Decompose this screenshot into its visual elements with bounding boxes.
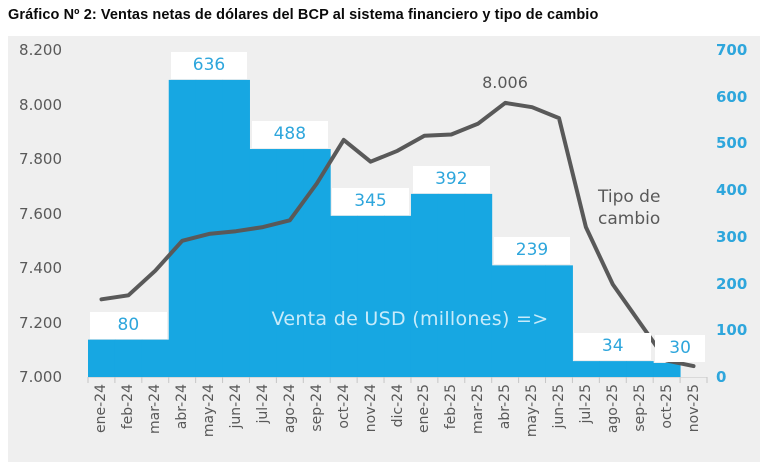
x-axis-label-may-25: may-25 [524,384,541,438]
bar-may-24 [195,79,224,378]
left-axis-tick-label: 8.200 [19,41,62,59]
x-axis-label-jun-25: jun-25 [550,384,567,429]
bar-jun-25 [545,265,573,377]
x-axis-label-jul-25: jul-25 [577,384,594,424]
line-series-label-line2: cambio [598,209,661,229]
x-axis-label-mar-25: mar-25 [470,384,487,434]
bar-nov-24 [357,215,385,377]
bar-value-label: 80 [90,311,167,339]
x-axis-label-sep-25: sep-25 [631,384,648,432]
right-axis-tick-label: 100 [716,321,748,340]
bar-value-label: 34 [574,333,652,361]
x-axis-label-ene-24: ene-24 [93,384,110,433]
bar-oct-24 [330,215,358,377]
x-axis-label-feb-25: feb-25 [443,384,460,430]
bar-oct-25 [653,362,681,377]
left-axis-tick-label: 8.000 [19,95,62,114]
x-axis-label-feb-24: feb-24 [120,384,137,430]
left-axis-tick-label: 7.200 [19,313,62,332]
right-axis-tick-label: 600 [716,87,748,106]
x-axis-label-nov-24: nov-24 [362,384,379,433]
left-axis-tick-label: 7.600 [19,204,62,223]
x-axis-label-jul-24: jul-24 [254,384,271,424]
bar-ene-24 [88,339,116,377]
left-axis-tick-label: 7.400 [19,259,62,277]
bar-jul-25 [572,361,600,377]
left-axis-tick-label: 7.800 [19,150,62,168]
bar-abr-25 [491,265,520,377]
x-axis-label-oct-24: oct-24 [335,384,352,429]
x-axis-label-ago-24: ago-24 [281,384,298,434]
bar-value-label: 345 [332,187,409,215]
bar-jul-24 [249,149,277,377]
bar-feb-24 [114,339,143,377]
right-axis-tick-label: 700 [716,41,748,59]
x-axis-label-sep-24: sep-24 [308,384,325,432]
x-axis-label-mar-24: mar-24 [147,384,164,434]
bar-ago-25 [599,361,627,377]
x-axis-label-oct-25: oct-25 [658,384,675,429]
bar-ene-25 [410,193,439,377]
line-peak-value-label: 8.006 [482,73,528,92]
right-axis-tick-label: 300 [716,227,748,246]
bar-mar-24 [141,339,170,377]
bar-value-label: 30 [655,335,705,362]
bar-dic-24 [384,215,412,377]
bar-may-25 [518,265,547,377]
bar-series-label: Venta de USD (millones) => [271,308,549,330]
x-axis-label-ene-25: ene-25 [416,384,433,433]
bar-mar-25 [464,193,493,377]
x-axis-label-nov-25: nov-25 [685,384,702,433]
bar-feb-25 [437,193,466,377]
x-axis-label-abr-25: abr-25 [497,384,514,430]
bar-abr-24 [168,79,197,378]
bar-sep-24 [303,149,331,377]
right-axis-tick-label: 400 [716,181,748,200]
bar-value-label: 636 [170,51,248,79]
bar-value-label: 488 [251,121,329,148]
bar-ago-24 [276,149,304,377]
x-axis-label-jun-24: jun-24 [228,384,245,429]
right-axis-tick-label: 200 [716,274,748,293]
x-axis-label-ago-25: ago-25 [604,384,621,434]
right-axis-tick-label: 0 [716,368,727,386]
x-axis-label-dic-24: dic-24 [389,384,406,428]
bar-value-label: 239 [493,237,571,265]
x-axis-label-may-24: may-24 [201,384,218,438]
right-axis-tick-label: 500 [716,134,748,153]
exchange-rate-line [99,100,696,369]
line-series-label-line1: Tipo de [598,187,661,207]
line-series-label: Tipo de cambio [598,186,688,230]
chart-title: Gráfico Nº 2: Ventas netas de dólares de… [8,7,599,23]
left-axis-tick-label: 7.000 [19,368,62,386]
x-axis-label-abr-24: abr-24 [174,384,191,430]
bar-sep-25 [626,361,654,377]
bar-value-label: 392 [413,165,490,193]
